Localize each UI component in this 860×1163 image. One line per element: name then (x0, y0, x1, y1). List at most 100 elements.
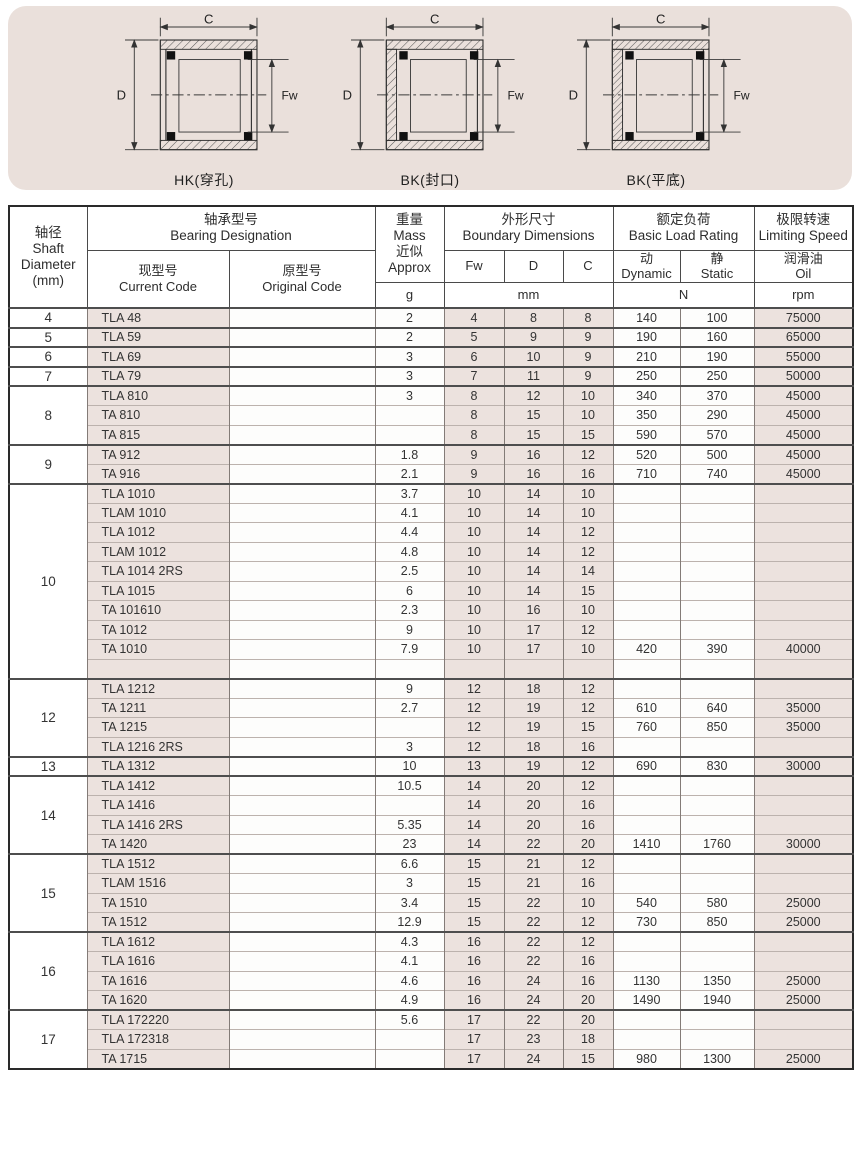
cell-limiting-speed: 30000 (753, 755, 854, 776)
cell-mass: 2 (374, 307, 444, 328)
table-row: TA 1620 4.9 16 24 20 1490 1940 25000 (9, 990, 854, 1010)
cell-fw: 16 (443, 931, 504, 952)
cell-mass: 9 (374, 619, 444, 640)
cell-d: 23 (503, 1029, 563, 1049)
cell-static-load (679, 814, 755, 835)
cell-dynamic-load (612, 1009, 680, 1030)
cell-d: 9 (503, 326, 563, 347)
cell-d: 14 (503, 522, 563, 542)
cell-fw: 12 (443, 717, 504, 737)
table-row: TLA 1616 4.1 16 22 16 (9, 951, 854, 971)
cell-fw: 12 (443, 697, 504, 718)
cell-original-code (228, 619, 375, 640)
dim-label-d: D (343, 88, 352, 103)
table-row: TLA 1416 14 20 16 (9, 795, 854, 815)
cell-original-code (228, 561, 375, 581)
cell-dynamic-load: 250 (612, 365, 680, 386)
cell-static-load: 190 (679, 346, 755, 367)
cell-fw: 10 (443, 580, 504, 601)
cell-current-code: TLA 172318 (86, 1029, 229, 1049)
cell-c: 12 (562, 541, 613, 562)
cell-original-code (228, 326, 375, 347)
cell-d: 15 (503, 424, 563, 445)
cell-c: 20 (562, 834, 613, 854)
cell-current-code: TA 810 (86, 405, 229, 425)
cell-limiting-speed: 75000 (753, 307, 854, 328)
cell-dynamic-load: 1410 (612, 834, 680, 854)
cell-limiting-speed: 55000 (753, 346, 854, 367)
cell-shaft-diameter: 5 (8, 326, 87, 347)
cell-original-code (228, 892, 375, 913)
cell-fw: 8 (443, 424, 504, 445)
cell-d: 14 (503, 561, 563, 581)
cell-mass: 4.8 (374, 541, 444, 562)
cell-original-code (228, 502, 375, 523)
table-row: TA 101610 2.3 10 16 10 (9, 600, 854, 620)
cell-original-code (228, 482, 375, 503)
table-row: 10 TLA 1010 3.7 10 14 10 (8, 482, 854, 679)
cell-fw: 13 (443, 755, 504, 776)
cell-fw: 10 (443, 619, 504, 640)
cell-dynamic-load (612, 600, 680, 620)
cell-d: 22 (503, 931, 563, 952)
cell-c: 15 (562, 424, 613, 445)
cell-static-load: 850 (679, 912, 755, 932)
cell-current-code: TLA 172220 (86, 1009, 229, 1030)
cell-fw: 16 (443, 970, 504, 991)
cell-original-code (228, 1029, 375, 1049)
cell-fw: 9 (443, 463, 504, 484)
cell-d: 24 (503, 990, 563, 1010)
cell-limiting-speed (753, 522, 854, 542)
cell-d: 10 (503, 346, 563, 367)
cell-original-code (228, 658, 375, 679)
cell-original-code (228, 990, 375, 1010)
cell-static-load (679, 853, 755, 874)
bearing-diagram-bk-sealed: C D Fw BK(封口) (332, 14, 528, 190)
cell-c: 12 (562, 522, 613, 542)
cell-static-load: 250 (679, 365, 755, 386)
cell-current-code: TA 1012 (86, 619, 229, 640)
cell-original-code (228, 600, 375, 620)
diagram-caption: BK(封口) (400, 172, 460, 188)
cell-c: 12 (562, 697, 613, 718)
cell-mass (374, 405, 444, 425)
cell-d: 24 (503, 970, 563, 991)
cell-limiting-speed: 35000 (753, 697, 854, 718)
table-row: TA 810 8 15 10 350 290 45000 (9, 405, 854, 425)
cell-original-code (228, 580, 375, 601)
cell-shaft-diameter: 14 (8, 775, 87, 854)
table-row: TLA 1015 6 10 14 15 (9, 580, 854, 601)
cell-dynamic-load (612, 522, 680, 542)
cell-c: 16 (562, 814, 613, 835)
table-row: 6 TLA 69 3 6 10 9 210 190 55000 (8, 346, 854, 367)
cell-current-code: TA 916 (86, 463, 229, 484)
cell-shaft-diameter: 15 (8, 853, 87, 932)
table-row: TA 1715 17 24 15 980 1300 25000 (9, 1048, 854, 1069)
cell-limiting-speed: 30000 (753, 834, 854, 854)
cell-fw: 10 (443, 600, 504, 620)
cell-current-code: TLA 1312 (86, 755, 229, 776)
cell-limiting-speed (753, 775, 854, 796)
cell-d (503, 658, 563, 679)
table-row: 4 TLA 48 2 4 8 8 140 100 75000 (8, 307, 854, 328)
table-row: TLA 1416 2RS 5.35 14 20 16 (9, 814, 854, 835)
cell-d: 16 (503, 443, 563, 464)
cell-dynamic-load: 710 (612, 463, 680, 484)
cell-current-code: TLA 48 (86, 307, 229, 328)
cell-current-code: TA 101610 (86, 600, 229, 620)
table-row: TA 1420 23 14 22 20 1410 1760 30000 (9, 834, 854, 854)
cell-limiting-speed: 65000 (753, 326, 854, 347)
cell-d: 12 (503, 385, 563, 406)
cell-c: 16 (562, 970, 613, 991)
cell-dynamic-load (612, 482, 680, 503)
cell-d: 14 (503, 502, 563, 523)
cell-c: 12 (562, 853, 613, 874)
bearing-diagram-hk: C D Fw HK(穿孔) (106, 14, 302, 190)
cell-original-code (228, 951, 375, 971)
cell-dynamic-load: 980 (612, 1048, 680, 1069)
dim-label-d: D (569, 88, 578, 103)
cell-limiting-speed (753, 580, 854, 601)
table-row: TA 1215 12 19 15 760 850 35000 (9, 717, 854, 737)
dim-label-c: C (656, 14, 665, 26)
table-row: 16 TLA 1612 4.3 16 22 12 (8, 931, 854, 1010)
